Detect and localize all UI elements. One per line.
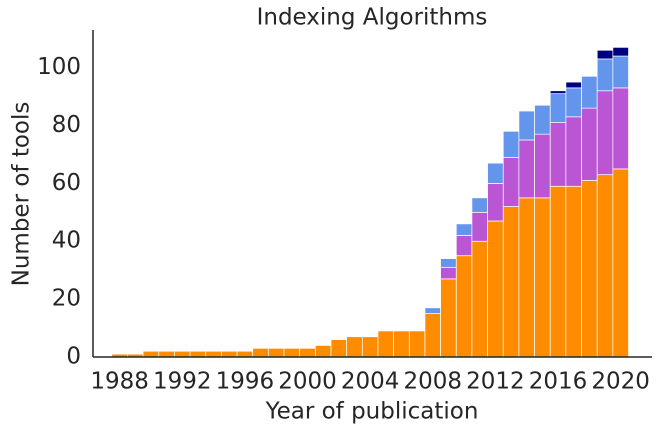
- y-tick-label: 100: [37, 54, 81, 80]
- x-axis-label: Year of publication: [265, 399, 479, 425]
- bar-segment: [455, 235, 473, 257]
- bar-segment: [549, 90, 567, 95]
- bar-segment: [581, 75, 598, 109]
- bar-segment: [455, 255, 473, 358]
- bar-segment: [424, 307, 441, 314]
- bar-segment: [581, 180, 598, 358]
- bar-segment: [612, 55, 629, 89]
- bar-segment: [549, 93, 567, 123]
- bar-segment: [565, 116, 582, 187]
- bar-segment: [440, 258, 457, 268]
- bar-segment: [205, 350, 222, 358]
- x-tick-label: 2000: [278, 369, 337, 395]
- bar-segment: [174, 350, 191, 358]
- y-tick-label: 80: [52, 112, 81, 138]
- bar-segment: [565, 87, 582, 118]
- bar-segment: [596, 49, 614, 60]
- bar-segment: [596, 90, 614, 176]
- bar-segment: [612, 87, 629, 170]
- bar-segment: [471, 211, 488, 242]
- bar-segment: [612, 168, 629, 358]
- bar-segment: [565, 81, 582, 89]
- bar-segment: [518, 139, 535, 199]
- bar-segment: [236, 350, 254, 358]
- bar-segment: [518, 110, 535, 141]
- bar-segment: [361, 336, 379, 358]
- bar-segment: [471, 240, 488, 358]
- bar-segment: [549, 185, 567, 358]
- y-tick-label: 20: [52, 286, 81, 312]
- bar-segment: [549, 122, 567, 187]
- bar-segment: [158, 350, 175, 358]
- x-tick-label: 1988: [90, 369, 149, 395]
- bar-segment: [314, 345, 332, 358]
- bar-segment: [596, 174, 614, 358]
- bar-segment: [393, 330, 410, 358]
- bar-segment: [299, 347, 316, 358]
- bar-segment: [581, 107, 598, 181]
- x-tick-label: 2020: [591, 369, 650, 395]
- bar-segment: [534, 133, 551, 199]
- bar-segment: [502, 130, 520, 158]
- bar-segment: [487, 162, 504, 184]
- bar-segment: [189, 350, 207, 358]
- bar-segment: [424, 313, 441, 358]
- x-tick-label: 2016: [529, 369, 588, 395]
- bar-segment: [534, 197, 551, 358]
- bar-segment: [408, 330, 426, 358]
- bar-segment: [518, 197, 535, 358]
- y-axis-label: Number of tools: [9, 102, 35, 287]
- bar-segment: [565, 185, 582, 358]
- bar-segment: [440, 278, 457, 358]
- bar-segment: [221, 350, 238, 358]
- x-tick-label: 2012: [466, 369, 525, 395]
- bar-segment: [377, 330, 394, 358]
- bar-segment: [268, 347, 285, 358]
- bar-segment: [283, 347, 301, 358]
- bar-segment: [487, 183, 504, 222]
- chart-title: Indexing Algorithms: [257, 5, 488, 31]
- bar-segment: [330, 339, 348, 358]
- y-tick-label: 0: [66, 344, 81, 370]
- x-tick-label: 2008: [404, 369, 463, 395]
- bar-segment: [471, 197, 488, 213]
- bar-segment: [534, 104, 551, 135]
- bar-segment: [455, 223, 473, 236]
- bar-segment: [252, 347, 269, 358]
- y-tick-label: 60: [52, 170, 81, 196]
- bar-segment: [612, 47, 629, 57]
- x-tick-label: 1996: [216, 369, 275, 395]
- bar-segment: [142, 350, 160, 358]
- bar-segment: [502, 156, 520, 207]
- x-tick-label: 2004: [341, 369, 400, 395]
- bar-segment: [346, 336, 363, 358]
- x-tick-label: 1992: [153, 369, 212, 395]
- bar-segment: [487, 220, 504, 358]
- y-tick-label: 40: [52, 228, 81, 254]
- bar-segment: [596, 58, 614, 92]
- bar-segment: [502, 206, 520, 358]
- bar-segment: [440, 266, 457, 280]
